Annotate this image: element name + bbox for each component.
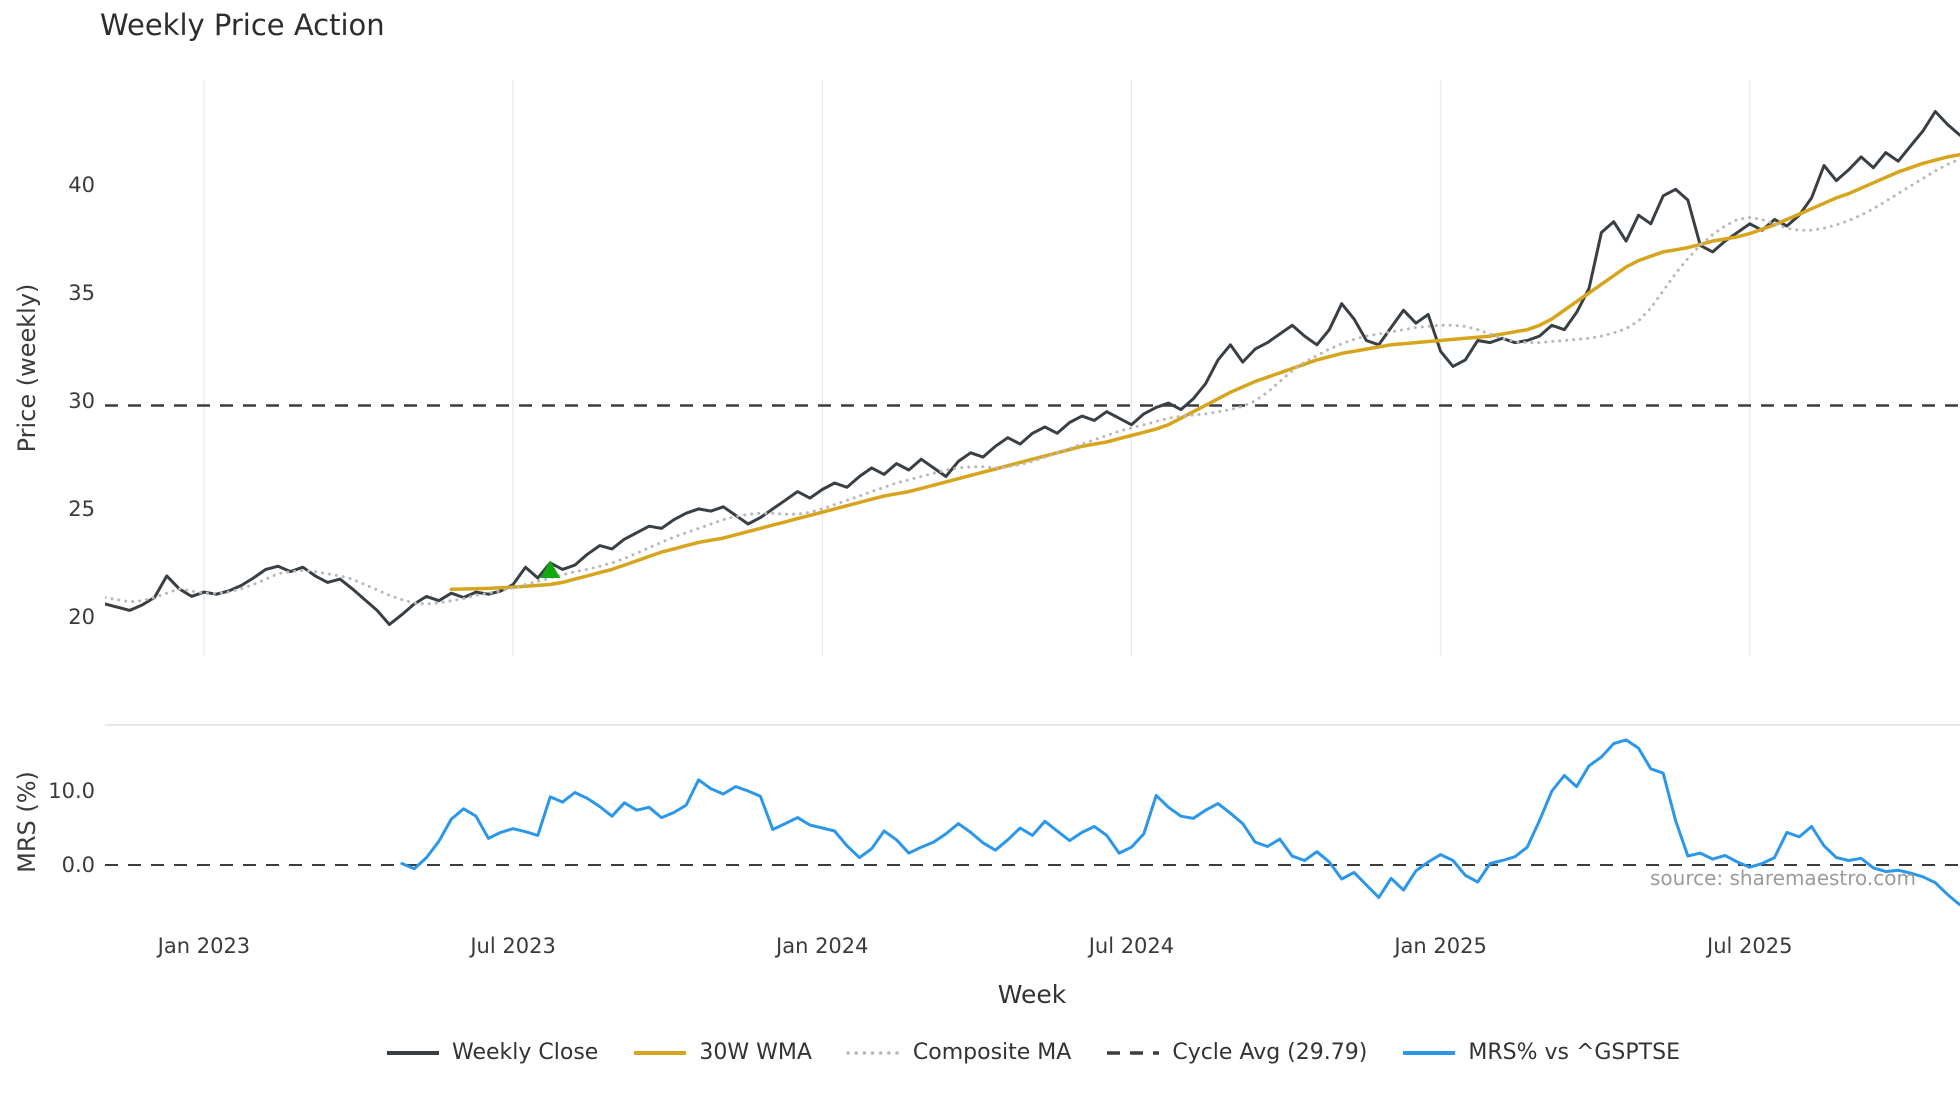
legend: Weekly Close 30W WMA Composite MA Cycle …: [105, 1040, 1960, 1065]
source-note: source: sharemaestro.com: [1650, 866, 1916, 890]
price-y-tick-label: 35: [68, 280, 95, 305]
legend-label: Weekly Close: [452, 1040, 599, 1065]
price-y-tick-label: 30: [68, 388, 95, 413]
legend-swatch-30w-wma: [634, 1050, 687, 1055]
legend-swatch-cycle-avg: [1107, 1050, 1160, 1055]
mrs-panel: [105, 738, 1960, 907]
legend-item-mrs: MRS% vs ^GSPTSE: [1401, 1040, 1680, 1065]
legend-item-weekly-close: Weekly Close: [385, 1040, 598, 1065]
chart-title: Weekly Price Action: [100, 8, 385, 42]
price-panel: [105, 110, 1960, 626]
x-tick-label: Jul 2025: [1707, 934, 1793, 958]
legend-swatch-composite-ma: [846, 1050, 902, 1055]
mrs-y-tick-label: 10.0: [48, 778, 95, 803]
price-y-tick-label: 40: [68, 172, 95, 197]
x-axis-label: Week: [997, 980, 1067, 1009]
legend-item-cycle-avg: Cycle Avg (29.79): [1105, 1040, 1367, 1065]
legend-label: 30W WMA: [699, 1040, 812, 1065]
x-tick-label: Jul 2024: [1088, 934, 1175, 958]
legend-swatch-mrs: [1403, 1050, 1456, 1055]
mrs-y-tick-label: 0.0: [61, 852, 95, 877]
legend-swatch-weekly-close: [387, 1050, 440, 1055]
legend-label: Composite MA: [912, 1040, 1072, 1065]
legend-label: Cycle Avg (29.79): [1172, 1040, 1368, 1065]
x-tick-label: Jul 2023: [470, 934, 556, 958]
legend-label: MRS% vs ^GSPTSE: [1468, 1040, 1680, 1065]
price-y-tick-label: 20: [68, 604, 95, 629]
x-tick-label: Jan 2025: [1394, 934, 1487, 958]
x-tick-label: Jan 2024: [776, 934, 869, 958]
legend-item-composite-ma: Composite MA: [846, 1040, 1071, 1065]
x-tick-label: Jan 2023: [157, 934, 251, 958]
price-y-tick-label: 25: [68, 496, 95, 521]
gridlines: [105, 80, 1960, 726]
legend-item-30w-wma: 30W WMA: [632, 1040, 812, 1065]
